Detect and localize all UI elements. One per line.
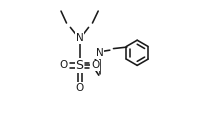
Text: N: N [76, 33, 83, 43]
Text: O: O [91, 60, 99, 70]
Text: S: S [76, 59, 84, 72]
Text: O: O [75, 83, 84, 93]
Text: O: O [60, 60, 68, 70]
Text: N: N [96, 48, 104, 58]
